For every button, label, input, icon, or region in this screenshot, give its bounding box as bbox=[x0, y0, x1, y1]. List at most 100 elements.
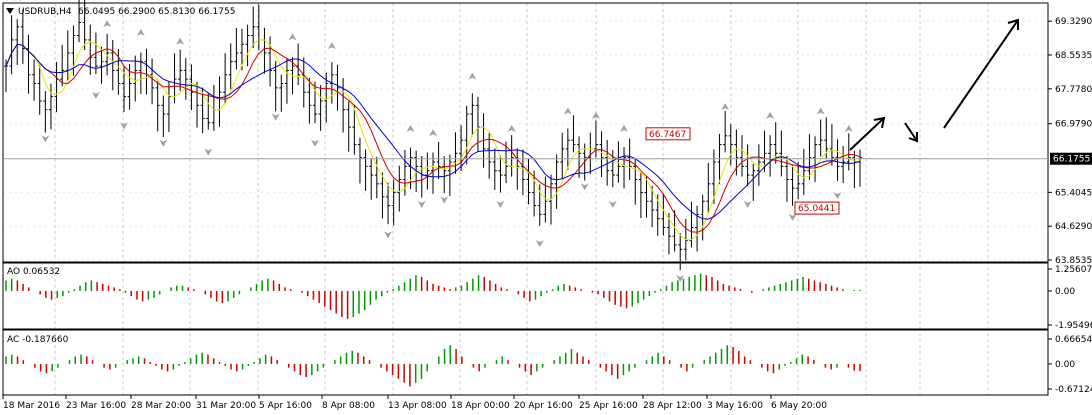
x-tick-label: 28 Apr 12:00 bbox=[643, 401, 702, 411]
ao-histogram bbox=[5, 273, 861, 319]
ma-yellow-line bbox=[5, 39, 860, 241]
arrow-up-1[interactable] bbox=[849, 117, 885, 151]
price-y-axis: 69.3290 68.5535 67.7780 66.9790 65.4045 64.62… bbox=[1048, 17, 1092, 266]
y-tick-label: 66.9790 bbox=[1055, 120, 1092, 130]
fractal-down-icon bbox=[788, 213, 797, 221]
x-tick-label: 18 Mar 2016 bbox=[3, 401, 60, 411]
x-tick-label: 13 Apr 08:00 bbox=[388, 401, 447, 411]
annotation-low-label: 65.0441 bbox=[798, 204, 835, 214]
fractal-up-icon bbox=[288, 33, 297, 41]
fractal-down-icon bbox=[743, 200, 752, 208]
y-tick-label: 63.8535 bbox=[1055, 256, 1092, 266]
annotation-high-box bbox=[645, 127, 691, 141]
annotation-high[interactable]: 66.7467 bbox=[645, 127, 691, 141]
x-tick-label: 5 Apr 16:00 bbox=[259, 401, 312, 411]
x-tick-label: 18 Apr 00:00 bbox=[451, 401, 510, 411]
ma-red-line bbox=[5, 43, 861, 233]
y-tick-label: 65.4045 bbox=[1055, 188, 1092, 198]
fractal-up-icon bbox=[136, 28, 145, 36]
y-tick-label: 1.25607 bbox=[1055, 265, 1092, 275]
ao-y-axis: 1.25607 0.00 -1.95496 bbox=[1048, 265, 1092, 331]
ao-title: AO 0.06532 bbox=[7, 267, 60, 277]
fractal-up-icon bbox=[844, 124, 853, 132]
fractal-up-icon bbox=[620, 124, 629, 132]
annotation-high-label: 66.7467 bbox=[649, 130, 686, 140]
fractal-up-icon bbox=[591, 111, 600, 119]
price-panel-frame bbox=[2, 2, 1049, 263]
annotation-low-box bbox=[794, 201, 840, 215]
fractal-down-icon bbox=[440, 196, 449, 204]
annotation-low[interactable]: 65.0441 bbox=[794, 201, 840, 215]
fractal-up-icon bbox=[103, 20, 112, 28]
ac-y-axis: 0.666545 0.00 -0.671242 bbox=[1048, 335, 1092, 395]
x-tick-label: 3 May 16:00 bbox=[707, 401, 763, 411]
fractal-down-icon bbox=[91, 91, 100, 99]
fractal-up-icon bbox=[766, 111, 775, 119]
fractal-up-icon bbox=[406, 124, 415, 132]
fractal-up-icon bbox=[816, 107, 825, 115]
fractal-down-icon bbox=[311, 139, 320, 147]
ao-panel-frame bbox=[2, 262, 1049, 330]
fractal-down-icon bbox=[271, 113, 280, 121]
y-tick-label: 0.00 bbox=[1055, 360, 1075, 370]
current-price-label: 66.1755 bbox=[1053, 155, 1090, 165]
symbol-label: USDRUB,H4 bbox=[18, 7, 72, 17]
y-tick-label: -1.95496 bbox=[1055, 321, 1092, 331]
forecast-arrows[interactable] bbox=[849, 18, 1019, 151]
x-axis: 18 Mar 2016 23 Mar 16:00 28 Mar 20:00 31 Ma… bbox=[2, 395, 827, 411]
fractal-up-icon bbox=[429, 129, 437, 137]
fractal-down-icon bbox=[535, 240, 544, 248]
fractal-down-icon bbox=[159, 139, 168, 147]
fractal-down-icon bbox=[496, 200, 505, 208]
x-tick-label: 28 Mar 20:00 bbox=[131, 401, 191, 411]
x-tick-label: 6 May 20:00 bbox=[771, 401, 827, 411]
moving-averages bbox=[5, 39, 861, 241]
x-tick-label: 23 Mar 16:00 bbox=[66, 401, 126, 411]
arrow-up-1-head bbox=[873, 116, 886, 129]
fractal-down-icon bbox=[580, 183, 589, 191]
triangle-down-icon[interactable] bbox=[6, 8, 14, 14]
ma-blue-line bbox=[5, 43, 861, 220]
y-tick-label: 0.666545 bbox=[1055, 335, 1092, 345]
fractal-up-icon bbox=[468, 72, 477, 80]
fractal-down-icon bbox=[417, 200, 426, 208]
fractal-down-icon bbox=[608, 200, 617, 208]
fractal-down-icon bbox=[204, 148, 213, 156]
current-price-box bbox=[1050, 152, 1092, 165]
y-tick-label: -0.671242 bbox=[1055, 385, 1092, 395]
fractal-up-icon bbox=[507, 124, 516, 132]
fractal-up-icon bbox=[13, 0, 22, 2]
ohlc-header: 66.0495 66.2900 65.8130 66.1755 bbox=[78, 7, 235, 17]
y-tick-label: 0.00 bbox=[1055, 287, 1075, 297]
fractal-down-icon bbox=[676, 274, 685, 282]
x-tick-label: 20 Apr 16:00 bbox=[514, 401, 573, 411]
ac-panel-frame bbox=[2, 329, 1049, 396]
arrow-down[interactable] bbox=[904, 122, 918, 142]
ac-title: AC -0.187660 bbox=[7, 335, 69, 345]
fractal-up-icon bbox=[327, 42, 336, 50]
grid bbox=[3, 3, 1048, 395]
y-tick-label: 67.7780 bbox=[1055, 85, 1092, 95]
fractals bbox=[13, 0, 853, 282]
price-bars bbox=[4, 0, 862, 271]
y-tick-label: 69.3290 bbox=[1055, 17, 1092, 27]
fractal-down-icon bbox=[384, 231, 393, 239]
x-tick-label: 25 Apr 16:00 bbox=[579, 401, 638, 411]
fractal-up-icon bbox=[249, 0, 258, 2]
fractal-up-icon bbox=[563, 107, 572, 115]
fractal-down-icon bbox=[41, 135, 50, 143]
fractal-down-icon bbox=[833, 192, 842, 200]
arrow-down-head bbox=[908, 132, 918, 143]
fractal-up-icon bbox=[721, 103, 730, 111]
current-price-tag: 66.1755 bbox=[1050, 152, 1092, 165]
fractal-up-icon bbox=[176, 37, 185, 45]
arrow-up-2-head bbox=[1007, 18, 1019, 30]
ac-histogram bbox=[5, 345, 861, 387]
y-tick-label: 64.6290 bbox=[1055, 222, 1092, 232]
arrow-up-2[interactable] bbox=[943, 19, 1019, 129]
fractal-down-icon bbox=[119, 122, 128, 130]
x-tick-label: 8 Apr 08:00 bbox=[322, 401, 375, 411]
y-tick-label: 68.5535 bbox=[1055, 51, 1092, 61]
